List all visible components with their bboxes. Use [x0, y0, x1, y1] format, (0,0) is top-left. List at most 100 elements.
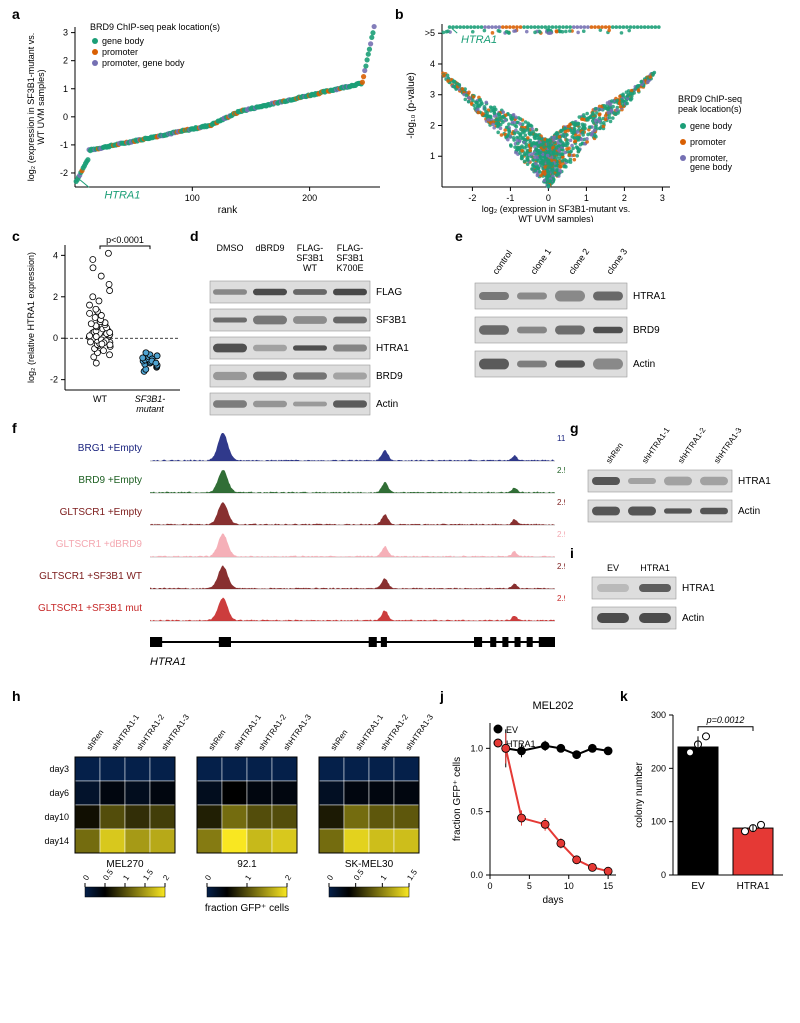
- panel-label-j: j: [440, 688, 444, 704]
- svg-text:FLAG-: FLAG-: [337, 243, 364, 253]
- svg-text:0: 0: [203, 873, 213, 882]
- svg-text:WT: WT: [303, 263, 317, 273]
- svg-text:2: 2: [63, 56, 68, 66]
- svg-text:GLTSCR1 +Empty: GLTSCR1 +Empty: [60, 507, 142, 518]
- svg-text:15: 15: [603, 881, 613, 891]
- svg-text:HTRA1: HTRA1: [376, 343, 409, 354]
- panel-j-chart: MEL2020510150.00.51.0daysfraction GFP⁺ c…: [448, 695, 623, 930]
- svg-text:shRen: shRen: [207, 728, 228, 752]
- svg-text:shHTRA1-3: shHTRA1-3: [712, 428, 744, 465]
- svg-text:log₂ (expression in SF3B1-muta: log₂ (expression in SF3B1-mutant vs.: [482, 204, 631, 214]
- svg-text:-log₁₀ (p-value): -log₁₀ (p-value): [406, 72, 417, 138]
- svg-text:1: 1: [63, 84, 68, 94]
- svg-text:200: 200: [302, 193, 317, 203]
- svg-text:gene body: gene body: [690, 121, 733, 131]
- svg-text:EV: EV: [607, 563, 619, 573]
- svg-text:2.9: 2.9: [557, 594, 565, 603]
- svg-text:4: 4: [53, 250, 58, 260]
- svg-text:HTRA1: HTRA1: [461, 34, 497, 46]
- svg-text:EV: EV: [506, 725, 518, 735]
- svg-text:-1: -1: [60, 140, 68, 150]
- svg-text:1: 1: [584, 193, 589, 203]
- svg-text:-1: -1: [506, 193, 514, 203]
- svg-text:BRD9 ChIP-seq: BRD9 ChIP-seq: [678, 94, 742, 104]
- panel-label-i: i: [570, 545, 574, 561]
- svg-text:1: 1: [121, 873, 131, 882]
- svg-text:-2: -2: [60, 168, 68, 178]
- svg-text:WT UVM samples): WT UVM samples): [36, 69, 46, 144]
- svg-text:1.0: 1.0: [470, 743, 483, 753]
- svg-text:-2: -2: [50, 375, 58, 385]
- svg-text:fraction GFP⁺ cells: fraction GFP⁺ cells: [205, 903, 289, 914]
- panel-c-chart: -2024log₂ (relative HTRA1 expression)WTS…: [20, 235, 190, 420]
- svg-text:2.9: 2.9: [557, 562, 565, 571]
- svg-text:MEL202: MEL202: [533, 700, 574, 712]
- svg-text:2: 2: [161, 873, 171, 882]
- panel-a-chart: -2-10123100200ranklog₂ (expression in SF…: [20, 12, 390, 222]
- svg-text:200: 200: [651, 763, 666, 773]
- svg-text:EV: EV: [691, 881, 705, 892]
- svg-text:shHTRA1-2: shHTRA1-2: [676, 428, 708, 465]
- svg-text:WT: WT: [93, 394, 107, 404]
- svg-text:HTRA1: HTRA1: [633, 291, 666, 302]
- svg-text:3: 3: [430, 90, 435, 100]
- panel-label-e: e: [455, 228, 463, 244]
- svg-text:Actin: Actin: [682, 613, 704, 624]
- svg-text:0: 0: [325, 873, 335, 882]
- svg-text:BRD9 ChIP-seq peak location(s): BRD9 ChIP-seq peak location(s): [90, 22, 220, 32]
- svg-text:p=0.0012: p=0.0012: [706, 715, 745, 725]
- svg-text:log₂ (expression in SF3B1-muta: log₂ (expression in SF3B1-mutant vs.: [26, 33, 36, 182]
- svg-text:day14: day14: [44, 836, 69, 846]
- svg-text:clone 1: clone 1: [528, 247, 553, 277]
- panel-e-blot: controlclone 1clone 2clone 3HTRA1BRD9Act…: [465, 235, 705, 420]
- svg-text:BRG1 +Empty: BRG1 +Empty: [78, 443, 142, 454]
- svg-text:2.5: 2.5: [557, 466, 565, 475]
- panel-h-heatmaps: day3day6day10day14shRenshHTRA1-1shHTRA1-…: [20, 695, 440, 1015]
- svg-text:promoter: promoter: [690, 137, 726, 147]
- svg-text:days: days: [542, 895, 563, 906]
- svg-text:log₂ (relative HTRA1 expressio: log₂ (relative HTRA1 expression): [26, 252, 36, 383]
- svg-text:1.5: 1.5: [405, 867, 419, 882]
- svg-text:fraction GFP⁺ cells: fraction GFP⁺ cells: [452, 757, 463, 841]
- svg-text:2: 2: [53, 292, 58, 302]
- svg-text:5: 5: [527, 881, 532, 891]
- svg-text:clone 3: clone 3: [604, 247, 629, 277]
- svg-text:MEL270: MEL270: [106, 859, 144, 870]
- svg-text:Actin: Actin: [633, 359, 655, 370]
- svg-text:BRD9 +Empty: BRD9 +Empty: [78, 475, 142, 486]
- svg-text:p<0.0001: p<0.0001: [106, 235, 144, 245]
- svg-text:2.9: 2.9: [557, 530, 565, 539]
- svg-text:promoter, gene body: promoter, gene body: [102, 58, 185, 68]
- panel-g-blot: shRenshHTRA1-1shHTRA1-2shHTRA1-3HTRA1Act…: [580, 428, 795, 543]
- svg-text:0: 0: [487, 881, 492, 891]
- svg-text:300: 300: [651, 710, 666, 720]
- svg-text:2: 2: [622, 193, 627, 203]
- svg-text:BRD9: BRD9: [633, 325, 660, 336]
- svg-text:0: 0: [661, 870, 666, 880]
- svg-text:SF3B1: SF3B1: [376, 315, 407, 326]
- svg-text:SK-MEL30: SK-MEL30: [345, 859, 394, 870]
- panel-label-g: g: [570, 420, 579, 436]
- svg-text:HTRA1: HTRA1: [737, 881, 770, 892]
- svg-text:4: 4: [430, 59, 435, 69]
- svg-text:Actin: Actin: [738, 506, 760, 517]
- panel-label-c: c: [12, 228, 20, 244]
- svg-text:mutant: mutant: [136, 404, 164, 414]
- svg-text:gene body: gene body: [690, 162, 733, 172]
- panel-label-a: a: [12, 6, 20, 22]
- svg-text:day3: day3: [49, 764, 69, 774]
- svg-text:K700E: K700E: [336, 263, 363, 273]
- svg-text:shRen: shRen: [85, 728, 106, 752]
- svg-text:HTRA1: HTRA1: [738, 476, 771, 487]
- panel-label-d: d: [190, 228, 199, 244]
- svg-text:FLAG: FLAG: [376, 287, 402, 298]
- svg-text:2: 2: [283, 873, 293, 882]
- panel-d-blot: DMSOdBRD9FLAG-SF3B1WTFLAG-SF3B1K700EFLAG…: [200, 235, 450, 420]
- svg-text:2: 2: [430, 120, 435, 130]
- svg-text:BRD9: BRD9: [376, 371, 403, 382]
- svg-text:1: 1: [243, 873, 253, 882]
- svg-text:Actin: Actin: [376, 399, 398, 410]
- panel-label-f: f: [12, 420, 17, 436]
- svg-text:DMSO: DMSO: [217, 243, 244, 253]
- svg-text:0.5: 0.5: [470, 807, 483, 817]
